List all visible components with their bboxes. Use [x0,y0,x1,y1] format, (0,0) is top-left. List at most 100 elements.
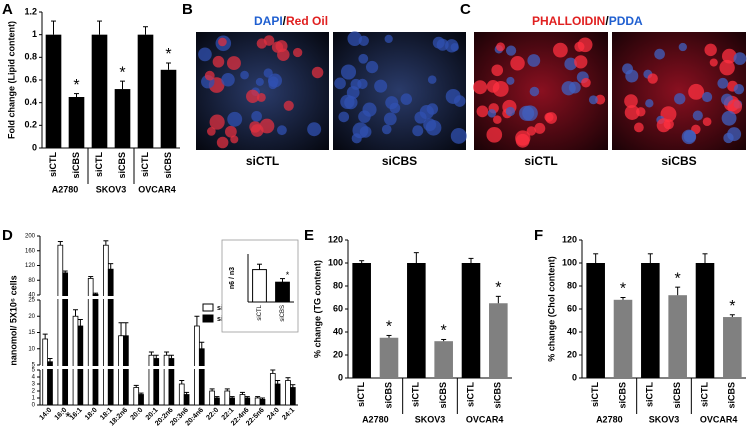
x-tick-label: siCTL [356,382,366,408]
annotation: * [165,46,171,63]
y-axis-label: Fold change (Lipid content) [6,21,16,139]
cell [400,93,413,105]
cell [692,110,703,121]
group-label: A2780 [362,414,389,424]
cell [719,59,735,76]
y-tick-label: 25 [28,298,35,304]
y-tick-label: 40 [567,326,577,336]
stain-label: PHALLOIDIN/PDDA [532,14,643,28]
y-tick-label: 60 [567,303,577,313]
x-tick-label: siCBS [493,382,503,409]
cell [365,60,379,74]
panel-label: E [304,227,314,244]
group-label: A2780 [596,414,623,424]
x-tick-label: siCBS [727,382,737,409]
cell [595,94,606,105]
group-label: OVCAR4 [466,414,504,424]
cell [678,42,687,52]
x-tick-label: siCTL [590,382,600,408]
x-tick-label: siCTL [465,382,475,408]
y-tick-label: 120 [328,234,343,244]
annotation: * [386,319,392,336]
y-tick-label: 0 [32,403,36,409]
cell [209,114,225,130]
bar [77,325,84,406]
cell [645,99,654,108]
stain-part: PHALLOIDIN [532,14,605,28]
cell [347,31,362,46]
image-label: siCTL [246,154,279,168]
y-tick-label: 5 [32,363,36,369]
bar [274,383,281,406]
x-tick-label: siCBS [71,152,81,179]
cell [259,118,275,134]
y-tick-label: 15 [28,330,35,336]
cell [255,77,264,86]
cell [207,127,216,136]
cell [688,83,705,100]
bar [194,325,200,406]
bar [285,380,291,406]
inset-x-label: siCBS [280,305,286,322]
cell [374,79,388,93]
cell [674,93,686,105]
cell [709,58,718,67]
cell [574,41,585,52]
legend-swatch [202,314,214,323]
stain-part: DAPI [254,14,283,28]
x-tick-label: 22:0 [205,407,220,422]
cell [654,48,665,60]
cell [351,133,362,144]
bar [62,272,69,406]
bar [57,244,64,406]
annotation: * [495,280,501,297]
axis-break [36,366,298,369]
cell [704,43,717,57]
y-tick-label: 1 [32,396,36,402]
y-tick-label: 120 [562,234,577,244]
cell [384,34,393,44]
cell [683,130,696,143]
cell [271,41,284,53]
annotation: * [65,409,71,425]
x-tick-label: 16:1 [69,407,84,422]
bar [178,383,185,406]
cell [283,100,294,111]
group-label: SKOV3 [96,184,127,194]
y-tick-label: 0.6 [24,74,37,84]
cell [647,73,658,84]
y-tick-label: 80 [333,280,343,290]
bar [613,299,633,378]
cell [492,80,509,97]
bar [379,337,399,378]
inset-bar [252,269,267,303]
cell [334,77,346,90]
stain-part: PDDA [609,14,643,28]
cell [414,111,427,124]
x-tick-label: siCTL [699,382,709,408]
cell [473,80,488,95]
bar [114,89,131,148]
cell [733,52,747,65]
stain-part: / [283,14,287,28]
x-tick-label: siCTL [94,152,104,178]
y-axis-label: nanomol/ 5X10⁶ cells [8,275,18,365]
bar [42,338,48,406]
y-tick-label: 1.2 [24,6,37,16]
x-tick-label: siCTL [140,152,150,178]
y-axis-label: % change (Chol content) [546,256,556,362]
bar [239,394,246,406]
cell [445,39,459,53]
cell [526,126,536,136]
x-tick-label: siCBS [672,382,682,409]
x-tick-label: 14:0 [38,407,53,422]
bar [153,358,160,406]
y-tick-label: 3 [32,382,36,388]
bar [107,268,114,406]
cell [727,127,742,142]
bar [198,348,205,406]
annotation: * [675,270,681,287]
inset-bar [275,281,290,303]
y-tick-label: 0 [572,372,577,382]
bar [290,387,296,406]
